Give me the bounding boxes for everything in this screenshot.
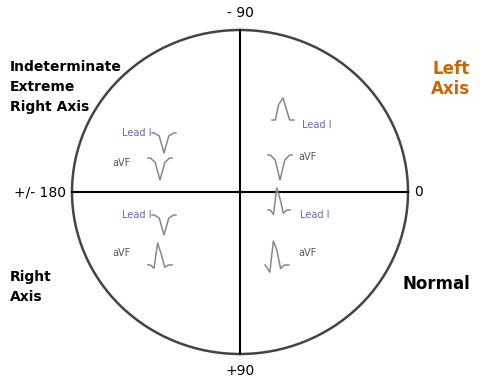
- Text: Left: Left: [433, 60, 470, 78]
- Text: aVF: aVF: [298, 152, 316, 162]
- Text: Lead I: Lead I: [122, 210, 152, 220]
- Text: Right: Right: [10, 270, 52, 284]
- Text: aVF: aVF: [112, 248, 130, 258]
- Text: +/- 180: +/- 180: [14, 185, 66, 199]
- Text: Indeterminate: Indeterminate: [10, 60, 122, 74]
- Text: +90: +90: [226, 364, 254, 378]
- Text: Axis: Axis: [431, 80, 470, 98]
- Text: Lead I: Lead I: [122, 128, 152, 138]
- Text: aVF: aVF: [112, 158, 130, 168]
- Text: aVF: aVF: [298, 248, 316, 258]
- Text: Extreme: Extreme: [10, 80, 75, 94]
- Text: Axis: Axis: [10, 290, 43, 304]
- Text: Lead I: Lead I: [302, 120, 332, 130]
- Text: Normal: Normal: [402, 275, 470, 293]
- Text: Lead I: Lead I: [300, 210, 329, 220]
- Text: - 90: - 90: [227, 6, 253, 20]
- Text: Right Axis: Right Axis: [10, 100, 89, 114]
- Text: 0: 0: [414, 185, 423, 199]
